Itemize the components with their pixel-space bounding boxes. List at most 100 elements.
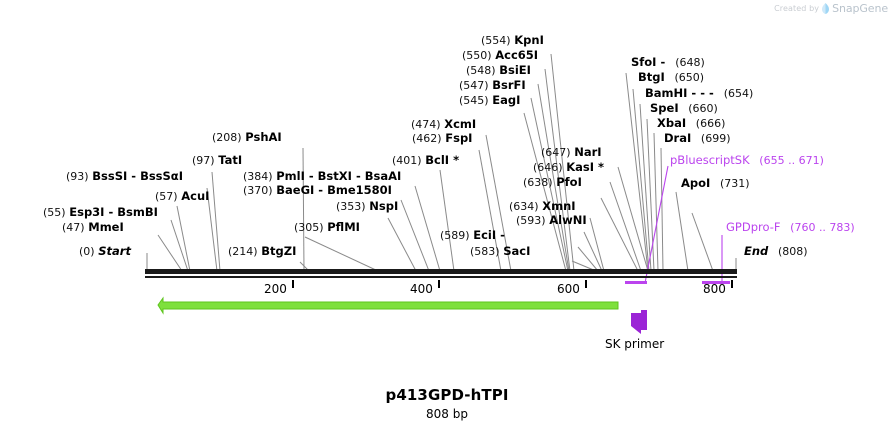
- site-label-ecii: (593) AlwNI: [516, 214, 587, 227]
- site-enz-bsiei: BsiEI: [499, 63, 531, 77]
- ruler-label-600: 600: [557, 282, 580, 296]
- site-enz-acui: AcuI: [181, 189, 210, 203]
- terminal-label-start: (0) Start: [79, 245, 131, 258]
- tick-400: [438, 280, 440, 288]
- site-pos-bsssi: (93): [66, 170, 89, 183]
- site-enz-baegi-2: Bme1580I: [327, 183, 392, 197]
- site-enz-bcli: BclI: [425, 153, 450, 167]
- site-label-acui: (57) AcuI: [155, 190, 209, 203]
- leader-kasi: [617, 166, 649, 272]
- site-pos-esp3i: (55): [43, 206, 66, 219]
- tick-600: [585, 280, 587, 288]
- site-enz-btgzi: BtgZI: [261, 244, 297, 258]
- site-enz-pflmi: PflMI: [327, 220, 360, 234]
- tick-800: [731, 280, 733, 288]
- leader-bcli: [439, 169, 455, 272]
- site-pos-nari: (648): [675, 56, 705, 69]
- site-label-sfoi: BtgI (650): [638, 71, 704, 84]
- leader-ecii: [583, 231, 603, 272]
- site-enz-btgi-1: BamHI: [645, 86, 688, 100]
- site-label-kpni: (554) KpnI: [481, 34, 544, 47]
- terminal-pos-end: (808): [777, 245, 808, 258]
- orf-arrow-shape: [157, 296, 619, 315]
- terminal-name-end: End: [744, 244, 769, 258]
- feature-name-gpdpro-f: GPDpro-F: [726, 220, 781, 234]
- leader-drai: [675, 191, 689, 272]
- site-enz-spei: XbaI: [657, 116, 687, 130]
- site-enz-pfoi: KasI: [566, 160, 595, 174]
- leader-baegi: [400, 199, 430, 272]
- site-enz-pmli-2: BstXI: [317, 169, 352, 183]
- site-enz-xbai: DraI: [664, 131, 692, 145]
- site-enz-nari-1: SfoI: [631, 55, 657, 69]
- site-enz-alwni: XmnI: [542, 199, 576, 213]
- watermark-brand-text: SnapGene: [832, 2, 888, 15]
- leader-btgi: [639, 103, 652, 272]
- site-pos-pshai: (208): [212, 131, 242, 144]
- site-pos-btgzi: (214): [228, 245, 258, 258]
- site-label-baegi: (370) BaeGI - Bme1580I: [243, 183, 392, 197]
- site-pos-nspi: (353): [336, 200, 366, 213]
- feature-range-pbluescriptsk: (655 .. 671): [759, 154, 824, 167]
- site-label-xcmi: (474) XcmI: [411, 118, 476, 131]
- site-label-xbai: DraI (699): [664, 132, 731, 145]
- leader-xmni: [600, 197, 639, 272]
- site-pos-bcli: (401): [392, 154, 422, 167]
- sk-primer-arrow-group: [631, 310, 647, 334]
- site-enz-mmei: MmeI: [88, 220, 124, 234]
- leader-sfoi: [632, 88, 650, 272]
- leader-alwni: [589, 217, 605, 272]
- site-enz-baegi-1: BaeGI: [276, 183, 315, 197]
- site-label-pmli: (384) PmlI - BstXI - BsaAI: [243, 169, 402, 183]
- site-enz-bsssi-2: BssSαI: [140, 169, 183, 183]
- site-pos-bsiei: (548): [466, 64, 496, 77]
- site-label-btgzi: (214) BtgZI: [228, 245, 296, 258]
- site-enz-acc65i: Acc65I: [495, 48, 539, 62]
- site-pos-sfoi: (650): [674, 71, 705, 84]
- feature-label-gpdpro-f: GPDpro-F (760 .. 783): [726, 221, 855, 234]
- leader-btgzi: [299, 261, 310, 272]
- sk-primer-arrow-shape: [631, 310, 647, 334]
- site-enz-esp3i-2: BsmBI: [117, 205, 158, 219]
- site-pos-bsrfi: (547): [459, 79, 489, 92]
- site-enz-pmli-3: BsaAI: [364, 169, 402, 183]
- backbone-group: [145, 269, 737, 278]
- site-label-xmni: (638) PfoI: [523, 176, 582, 189]
- leader-apoi: [691, 212, 714, 272]
- backbone-bottom-line: [145, 276, 737, 278]
- site-label-pshai: (208) PshAI: [212, 131, 282, 144]
- site-label-nari: SfoI - (648): [631, 55, 705, 69]
- site-pos-tati: (97): [192, 154, 215, 167]
- leader-bamhi: [646, 118, 655, 272]
- site-pos-xbai: (699): [700, 132, 731, 145]
- site-pos-kasi: (647): [541, 146, 571, 159]
- site-label-eagi: (545) EagI: [459, 94, 520, 107]
- site-pos-xcmi: (474): [411, 118, 441, 131]
- feature-label-pbluescriptsk: pBluescriptSK (655 .. 671): [670, 154, 824, 167]
- ruler-label-200: 200: [264, 282, 287, 296]
- leader-spei: [653, 132, 659, 272]
- site-pos-pmli: (384): [243, 170, 273, 183]
- ruler-label-800: 800: [703, 282, 726, 296]
- ruler-ticks-group: [292, 280, 733, 288]
- site-label-pfoi: (646) KasI *: [533, 160, 605, 174]
- leader-nspi: [387, 217, 417, 272]
- site-label-esp3i: (55) Esp3I - BsmBI: [43, 205, 158, 219]
- site-label-bamhi: SpeI (660): [650, 102, 718, 115]
- site-pos-pfoi: (646): [533, 161, 563, 174]
- site-label-nspi: (353) NspI: [336, 200, 398, 213]
- site-pos-alwni: (634): [509, 200, 539, 213]
- site-enz-eagi: EagI: [492, 93, 521, 107]
- site-label-eco53ki: (583) SacI: [470, 245, 530, 258]
- site-enz-xmni: PfoI: [556, 175, 582, 189]
- site-label-alwni: (634) XmnI: [509, 200, 576, 213]
- site-label-bcli: (401) BclI *: [392, 153, 460, 167]
- site-enz-kpni: KpnI: [514, 33, 544, 47]
- orf-arrow-group: [157, 296, 619, 315]
- feature-range-gpdpro-f: (760 .. 783): [790, 221, 855, 234]
- site-pos-bamhi: (660): [688, 102, 718, 115]
- backbone-top-bar: [145, 269, 737, 274]
- watermark-created-by-text: Created by: [774, 4, 820, 13]
- leader-saci: [577, 246, 599, 272]
